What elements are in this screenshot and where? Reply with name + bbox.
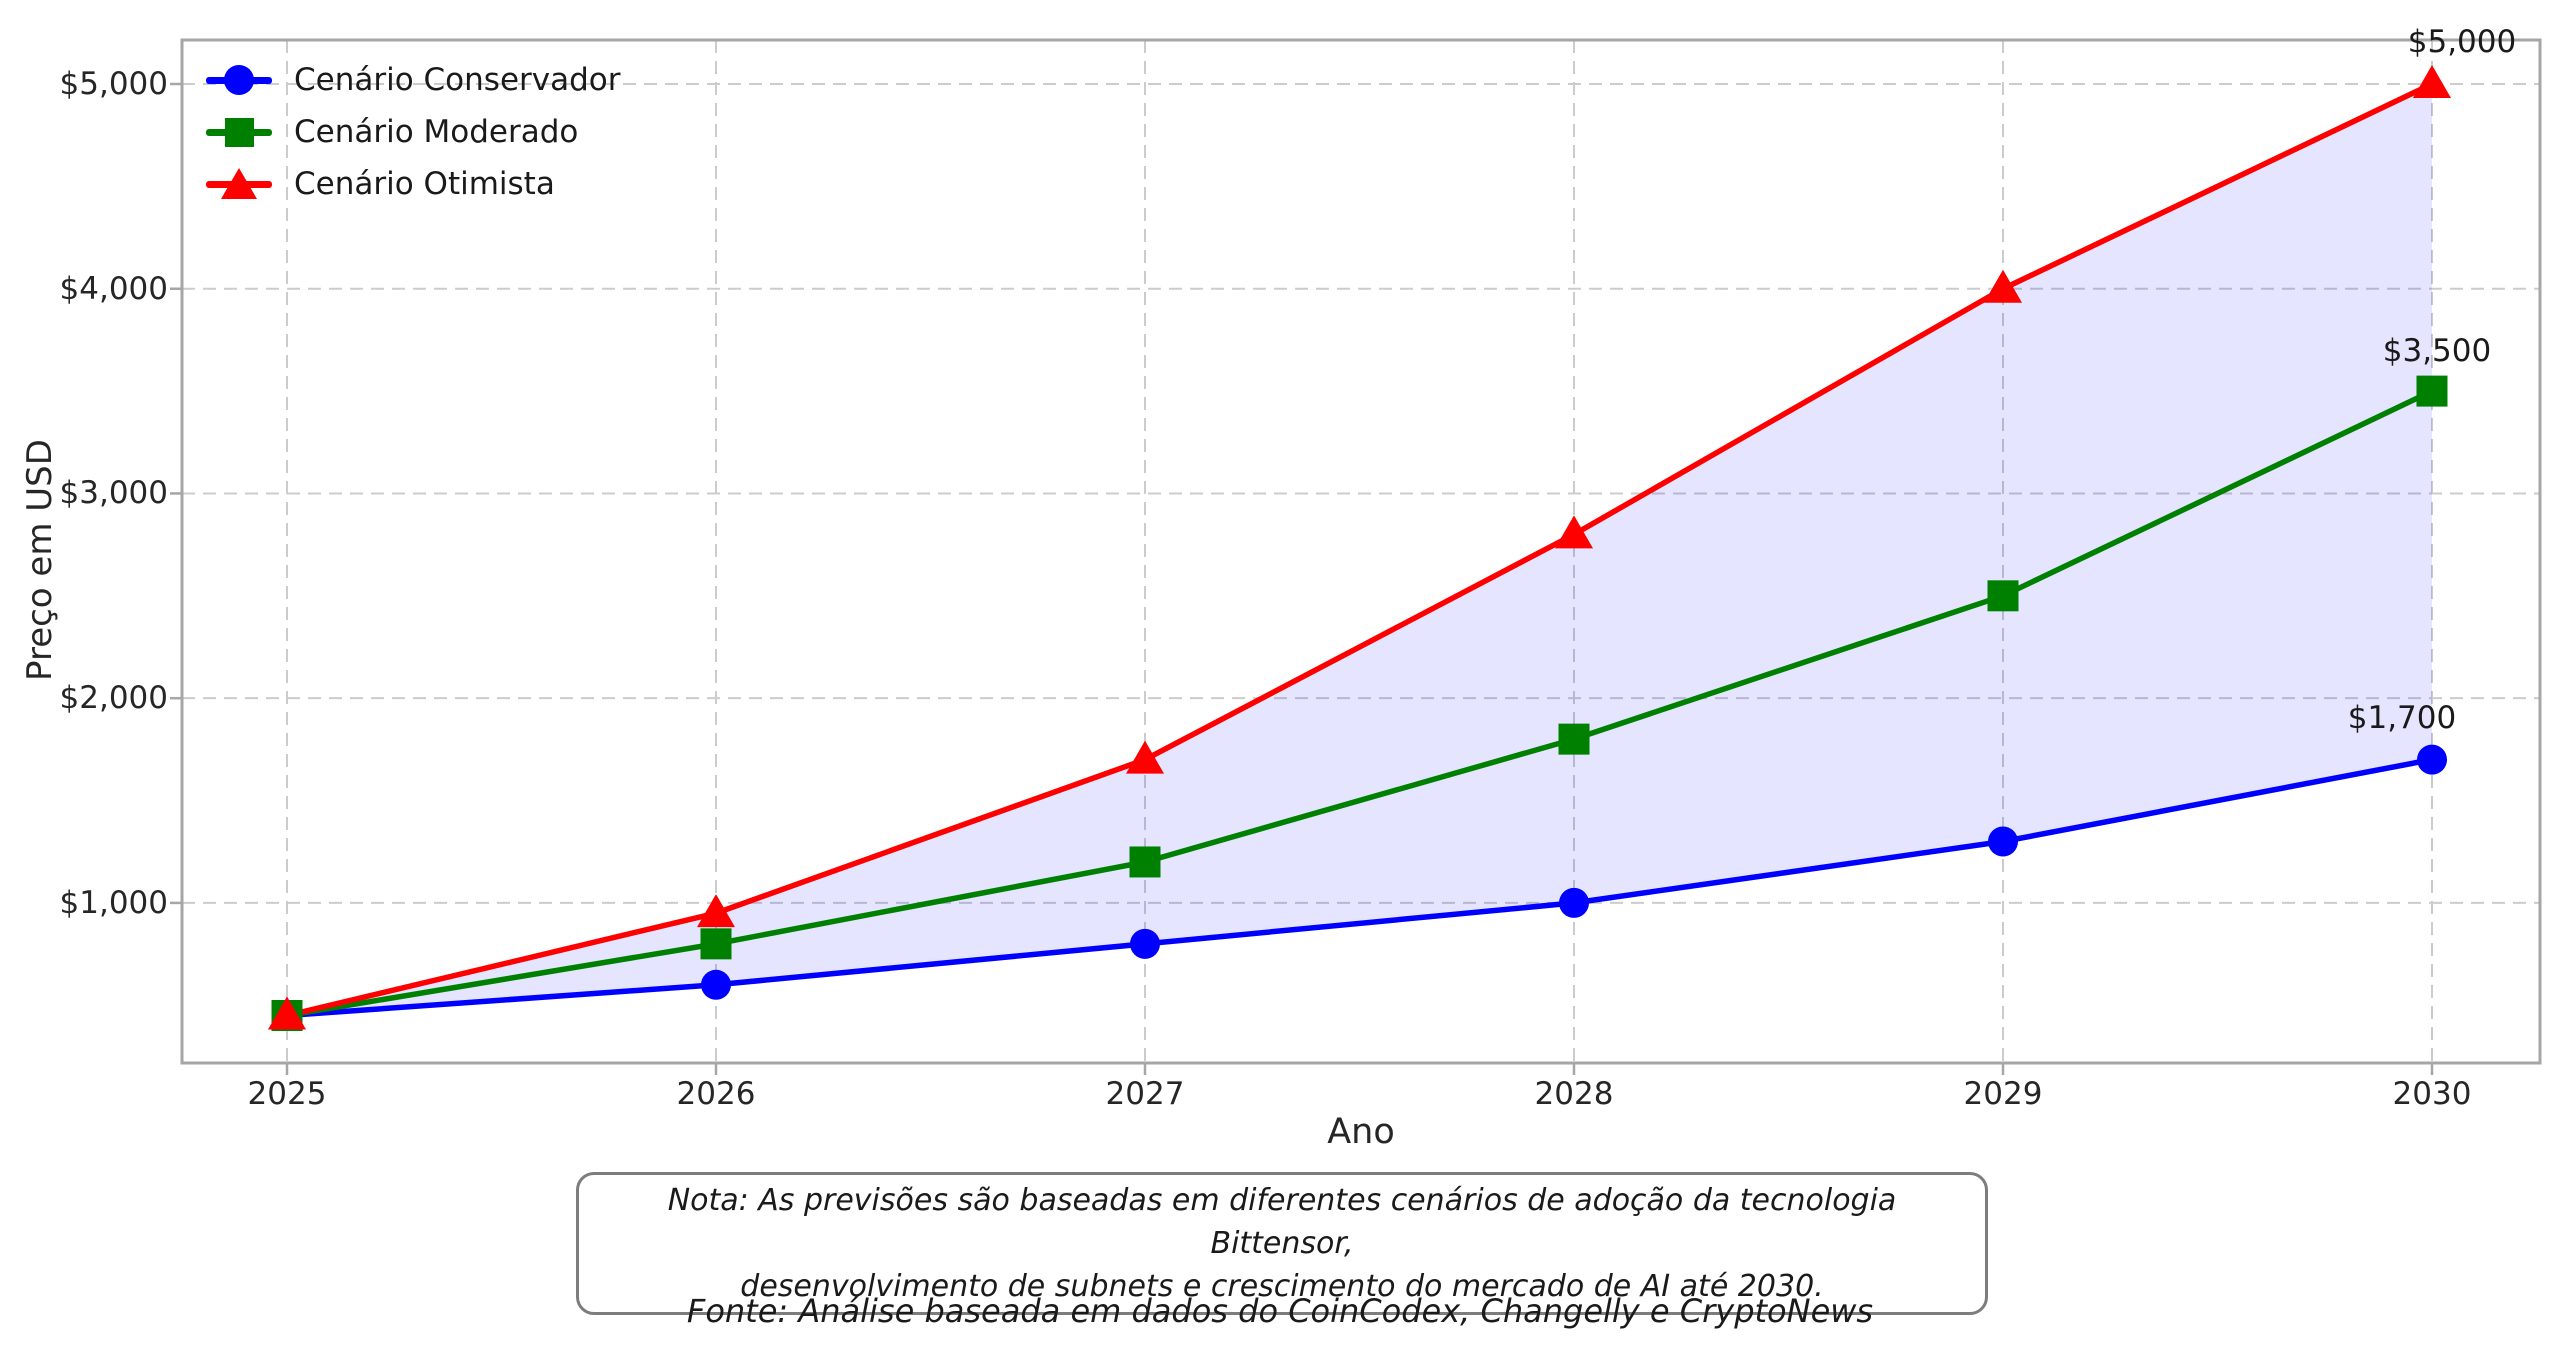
x-axis-label: Ano	[1327, 1112, 1395, 1152]
legend-item-moderado: Cenário Moderado	[206, 106, 621, 158]
note-line: Nota: As previsões são baseadas em difer…	[667, 1183, 1897, 1261]
annotation-moderado-2030: $3,500	[2382, 333, 2492, 370]
y-tick-label: $5,000	[59, 66, 168, 102]
legend-item-conservador: Cenário Conservador	[206, 54, 621, 106]
annotation-conservador-2030: $1,700	[2347, 699, 2457, 736]
note-box: Nota: As previsões são baseadas em difer…	[576, 1172, 1988, 1315]
y-axis-label: Preço em USD	[20, 439, 60, 681]
x-tick-label: 2027	[1105, 1076, 1185, 1112]
legend: Cenário Conservador Cenário Moderado Cen…	[206, 54, 621, 210]
x-tick-label: 2028	[1534, 1076, 1614, 1112]
x-tick-label: 2030	[2392, 1076, 2472, 1112]
x-tick-label: 2029	[1963, 1076, 2043, 1112]
y-tick-label: $4,000	[59, 270, 168, 307]
legend-item-otimista: Cenário Otimista	[206, 158, 621, 210]
annotation-otimista-2030: $5,000	[2407, 24, 2517, 60]
source-caption: Fonte: Análise baseada em dados do CoinC…	[686, 1292, 1874, 1330]
note-line: desenvolvimento de subnets e crescimento…	[740, 1269, 1824, 1304]
legend-triangle-marker-icon	[206, 166, 272, 202]
legend-circle-marker-icon	[206, 62, 272, 98]
y-tick-label: $3,000	[59, 475, 168, 512]
legend-label: Cenário Otimista	[294, 166, 555, 202]
legend-label: Cenário Moderado	[294, 114, 579, 150]
x-tick-label: 2026	[676, 1076, 756, 1112]
x-tick-label: 2025	[247, 1076, 327, 1112]
y-tick-label: $2,000	[59, 680, 168, 717]
y-tick-label: $1,000	[59, 884, 168, 921]
legend-square-marker-icon	[206, 114, 272, 150]
legend-label: Cenário Conservador	[294, 62, 621, 98]
